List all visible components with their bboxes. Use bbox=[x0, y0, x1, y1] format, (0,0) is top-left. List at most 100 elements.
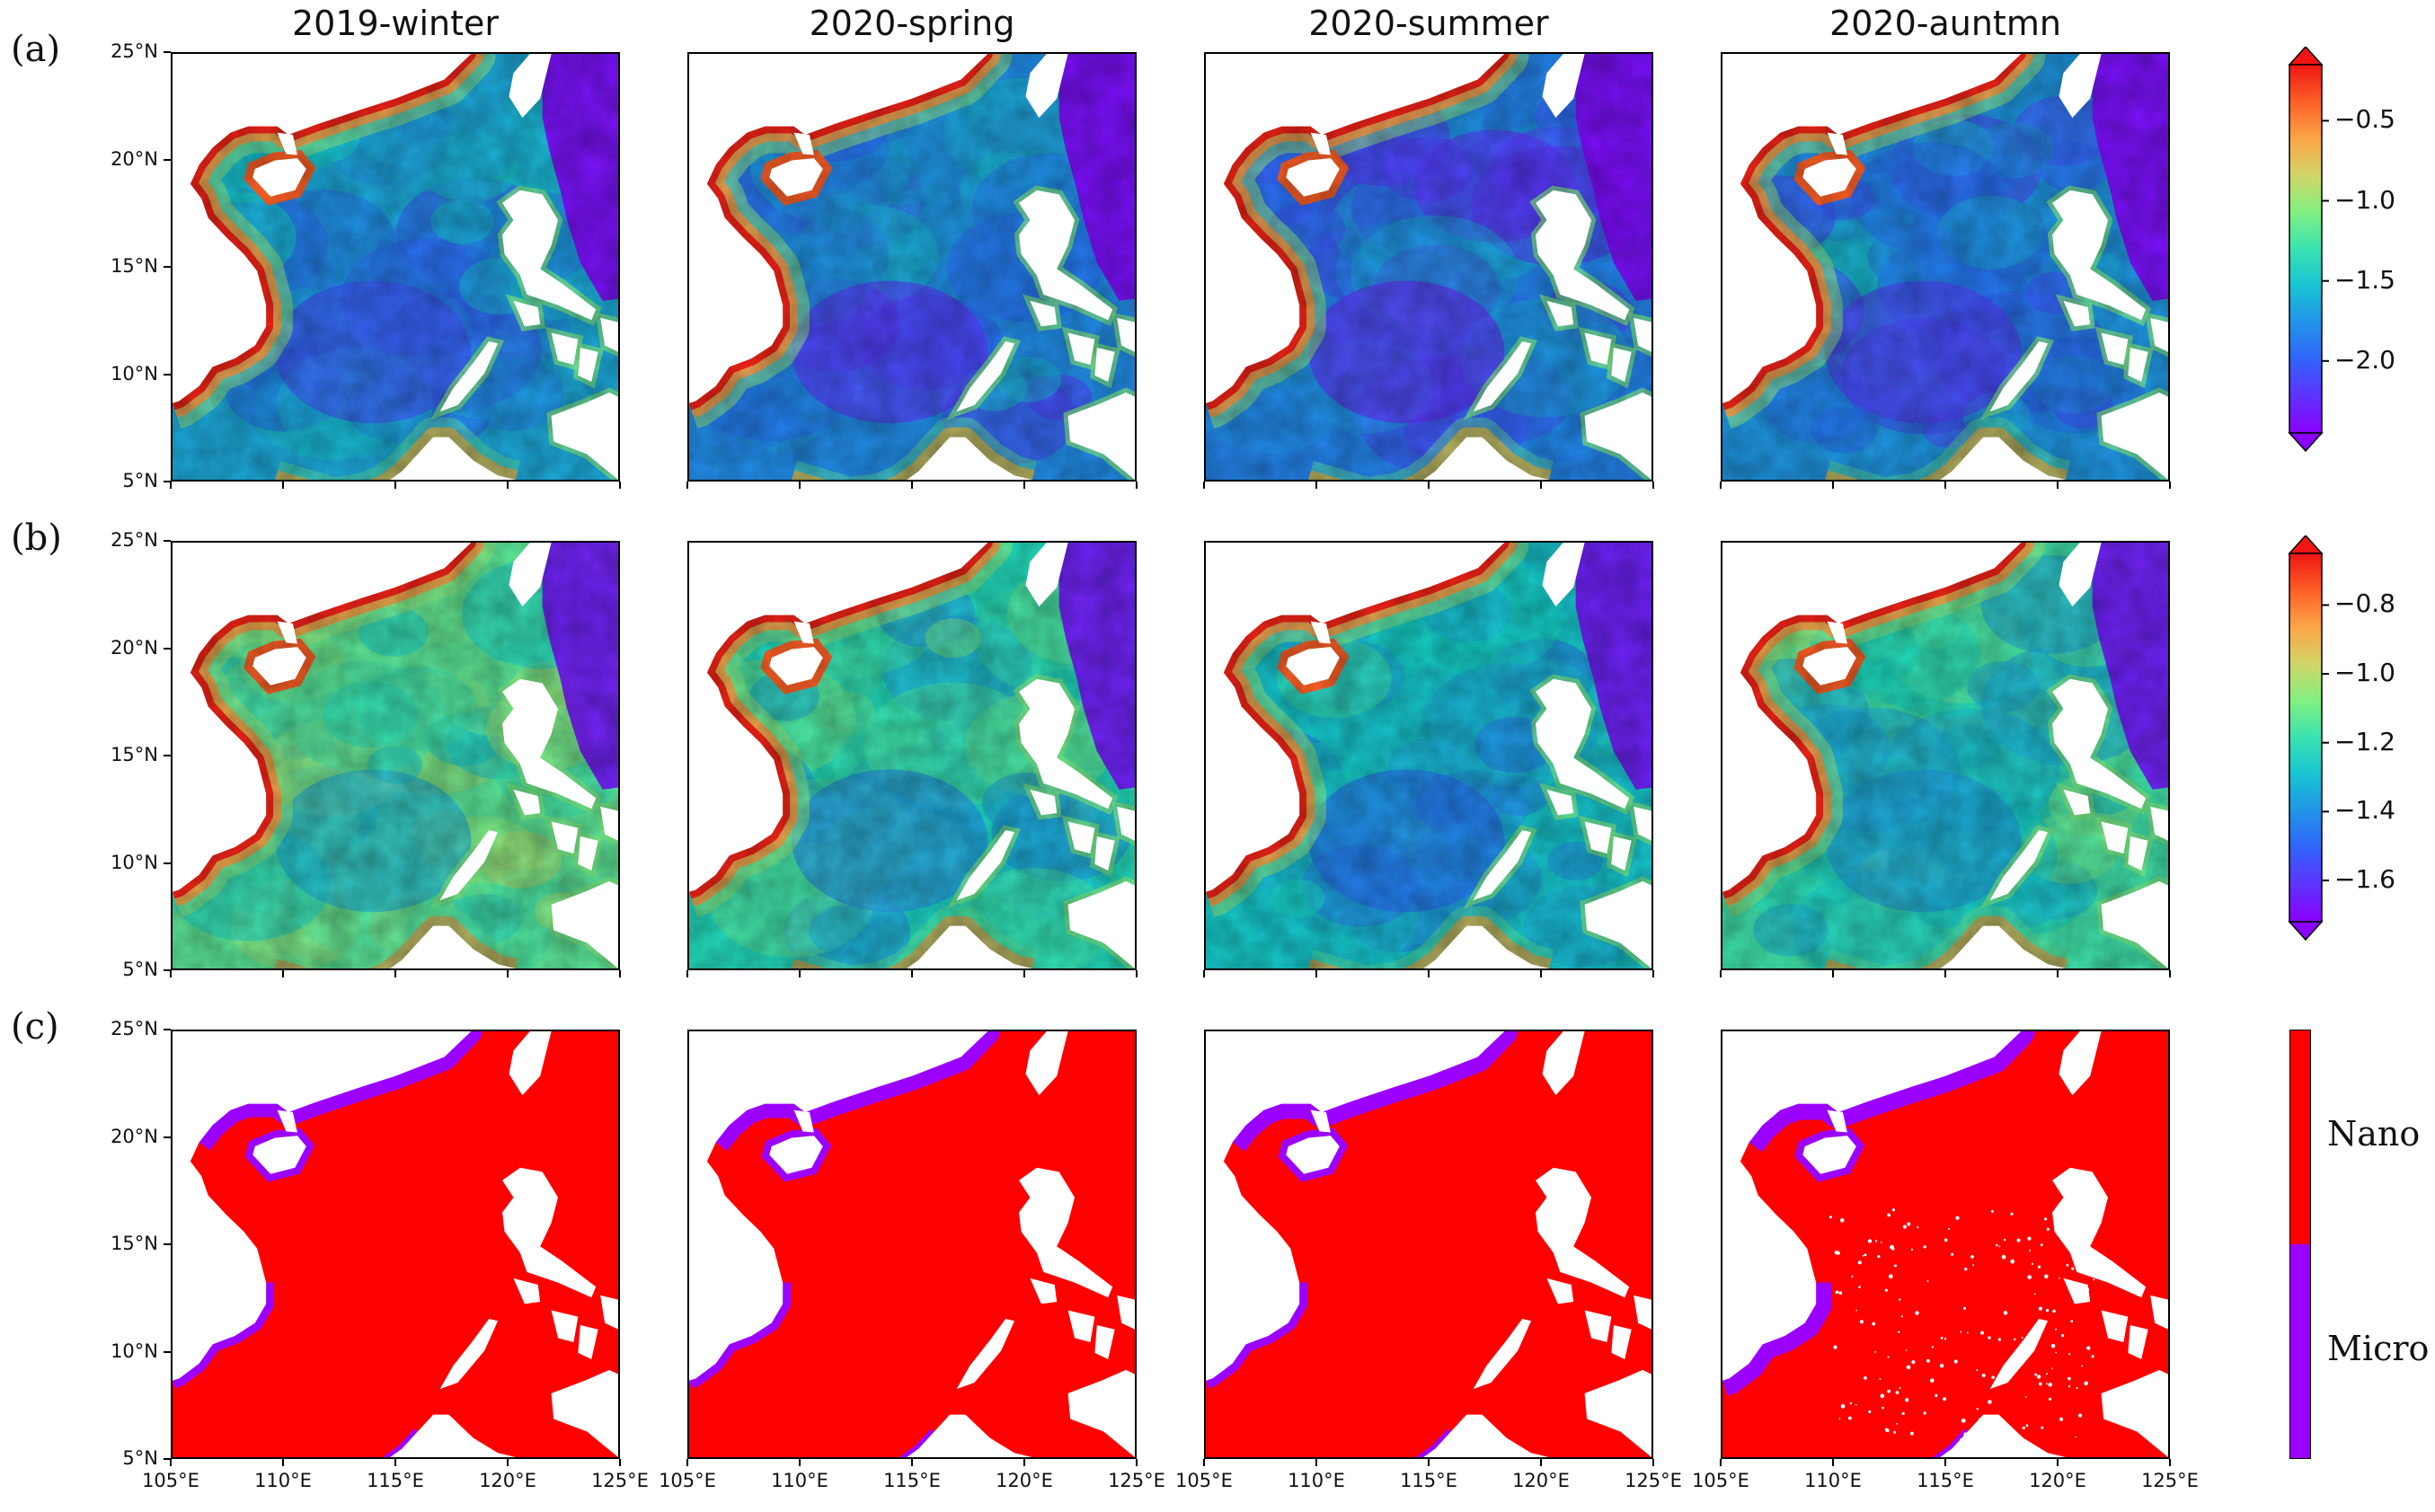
category-label-nano: Nano bbox=[2327, 1113, 2421, 1154]
lon-tick-label: 105°E bbox=[659, 1470, 716, 1491]
lat-tick-label: 15°N bbox=[111, 744, 158, 765]
lon-tick-label: 125°E bbox=[591, 1470, 649, 1491]
x-tick bbox=[1720, 1459, 1722, 1466]
x-tick bbox=[1023, 482, 1025, 489]
map-panel-b-4 bbox=[1721, 541, 2170, 970]
map-panel-b-3 bbox=[1204, 541, 1653, 970]
lon-tick-label: 105°E bbox=[142, 1470, 199, 1491]
map-panel-a-2 bbox=[687, 52, 1137, 482]
x-tick bbox=[2169, 1459, 2171, 1466]
map-panel-b-1 bbox=[171, 541, 620, 970]
colorbar-segment-nano bbox=[2290, 1030, 2310, 1244]
x-tick bbox=[1136, 970, 1138, 977]
lon-tick-label: 120°E bbox=[1512, 1470, 1570, 1491]
map-image bbox=[1206, 1031, 1651, 1457]
lat-tick-label: 25°N bbox=[111, 529, 158, 551]
y-tick bbox=[164, 862, 171, 864]
y-tick bbox=[164, 1458, 171, 1460]
lat-tick-label: 15°N bbox=[111, 1233, 158, 1254]
colorbar-c bbox=[2289, 1030, 2311, 1459]
x-tick bbox=[1203, 970, 1205, 977]
x-tick bbox=[1315, 482, 1317, 489]
y-tick bbox=[164, 1029, 171, 1030]
x-tick bbox=[1832, 482, 1834, 489]
map-image bbox=[173, 1031, 618, 1457]
x-tick bbox=[911, 482, 913, 489]
lon-tick-label: 110°E bbox=[1288, 1470, 1345, 1491]
x-tick bbox=[1540, 970, 1542, 977]
x-tick bbox=[1720, 482, 1722, 489]
colorbar-tick-label: −1.6 bbox=[2334, 864, 2395, 895]
x-tick bbox=[1315, 1459, 1317, 1466]
x-tick bbox=[686, 482, 688, 489]
x-tick bbox=[2169, 482, 2171, 489]
x-tick bbox=[1652, 970, 1654, 977]
x-tick bbox=[2169, 970, 2171, 977]
lat-tick-label: 20°N bbox=[111, 147, 158, 170]
map-image bbox=[689, 54, 1135, 480]
lon-tick-label: 115°E bbox=[883, 1470, 941, 1491]
x-tick bbox=[799, 1459, 801, 1466]
lon-tick-label: 125°E bbox=[1625, 1470, 1682, 1491]
lat-tick-label: 25°N bbox=[111, 1018, 158, 1039]
lon-tick-label: 120°E bbox=[2029, 1470, 2086, 1491]
lat-tick-label: 25°N bbox=[111, 40, 158, 62]
x-tick bbox=[1315, 970, 1317, 977]
lon-tick-label: 105°E bbox=[1175, 1470, 1233, 1491]
colorbar-tick-label: −1.5 bbox=[2334, 264, 2395, 295]
lat-tick-label: 10°N bbox=[111, 1340, 158, 1362]
x-tick bbox=[170, 1459, 172, 1466]
x-tick bbox=[282, 1459, 284, 1466]
y-tick bbox=[164, 373, 171, 376]
y-tick bbox=[164, 755, 171, 756]
x-tick bbox=[282, 970, 284, 977]
colorbar-tick-label: −1.2 bbox=[2334, 726, 2395, 756]
y-tick bbox=[164, 540, 171, 542]
map-panel-b-2 bbox=[687, 541, 1137, 970]
x-tick bbox=[2057, 482, 2059, 489]
map-image bbox=[173, 54, 618, 480]
x-tick bbox=[1023, 1459, 1025, 1466]
map-panel-a-1 bbox=[171, 52, 620, 482]
y-tick bbox=[164, 1136, 171, 1138]
y-tick bbox=[164, 266, 171, 268]
x-tick bbox=[686, 970, 688, 977]
column-title-4: 2020-auntmn bbox=[1829, 4, 2061, 43]
x-tick bbox=[1203, 482, 1205, 489]
x-tick bbox=[686, 1459, 688, 1466]
x-tick bbox=[911, 970, 913, 977]
y-tick bbox=[164, 51, 171, 53]
lon-tick-label: 120°E bbox=[996, 1470, 1053, 1491]
colorbar-tick-label: −0.5 bbox=[2334, 104, 2395, 135]
x-tick bbox=[394, 482, 396, 489]
y-tick bbox=[164, 1350, 171, 1353]
x-tick bbox=[1428, 482, 1430, 489]
lat-tick-label: 5°N bbox=[122, 1447, 158, 1469]
category-label-micro: Micro bbox=[2327, 1328, 2430, 1368]
map-panel-a-3 bbox=[1204, 52, 1653, 482]
map-panel-c-3 bbox=[1204, 1030, 1653, 1459]
x-tick bbox=[1428, 970, 1430, 977]
x-tick bbox=[2057, 1459, 2059, 1466]
lon-tick-label: 120°E bbox=[479, 1470, 536, 1491]
map-image bbox=[689, 1031, 1135, 1457]
x-tick bbox=[1944, 970, 1946, 977]
y-tick bbox=[164, 647, 171, 650]
lon-tick-label: 125°E bbox=[2141, 1470, 2199, 1491]
map-image bbox=[1206, 54, 1651, 480]
x-tick bbox=[799, 482, 801, 489]
colorbar-tick-label: −2.0 bbox=[2334, 344, 2395, 375]
column-title-3: 2020-summer bbox=[1308, 4, 1549, 43]
x-tick bbox=[1944, 482, 1946, 489]
x-tick bbox=[394, 1459, 396, 1466]
map-image bbox=[1722, 1031, 2168, 1457]
lat-tick-label: 20°N bbox=[111, 636, 158, 659]
x-tick bbox=[507, 970, 509, 977]
lat-tick-label: 10°N bbox=[111, 362, 158, 385]
colorbar-segment-micro bbox=[2290, 1244, 2310, 1458]
column-title-2: 2020-spring bbox=[809, 4, 1015, 43]
lon-tick-label: 125°E bbox=[1108, 1470, 1165, 1491]
x-tick bbox=[1540, 1459, 1542, 1466]
map-panel-c-1 bbox=[171, 1030, 620, 1459]
